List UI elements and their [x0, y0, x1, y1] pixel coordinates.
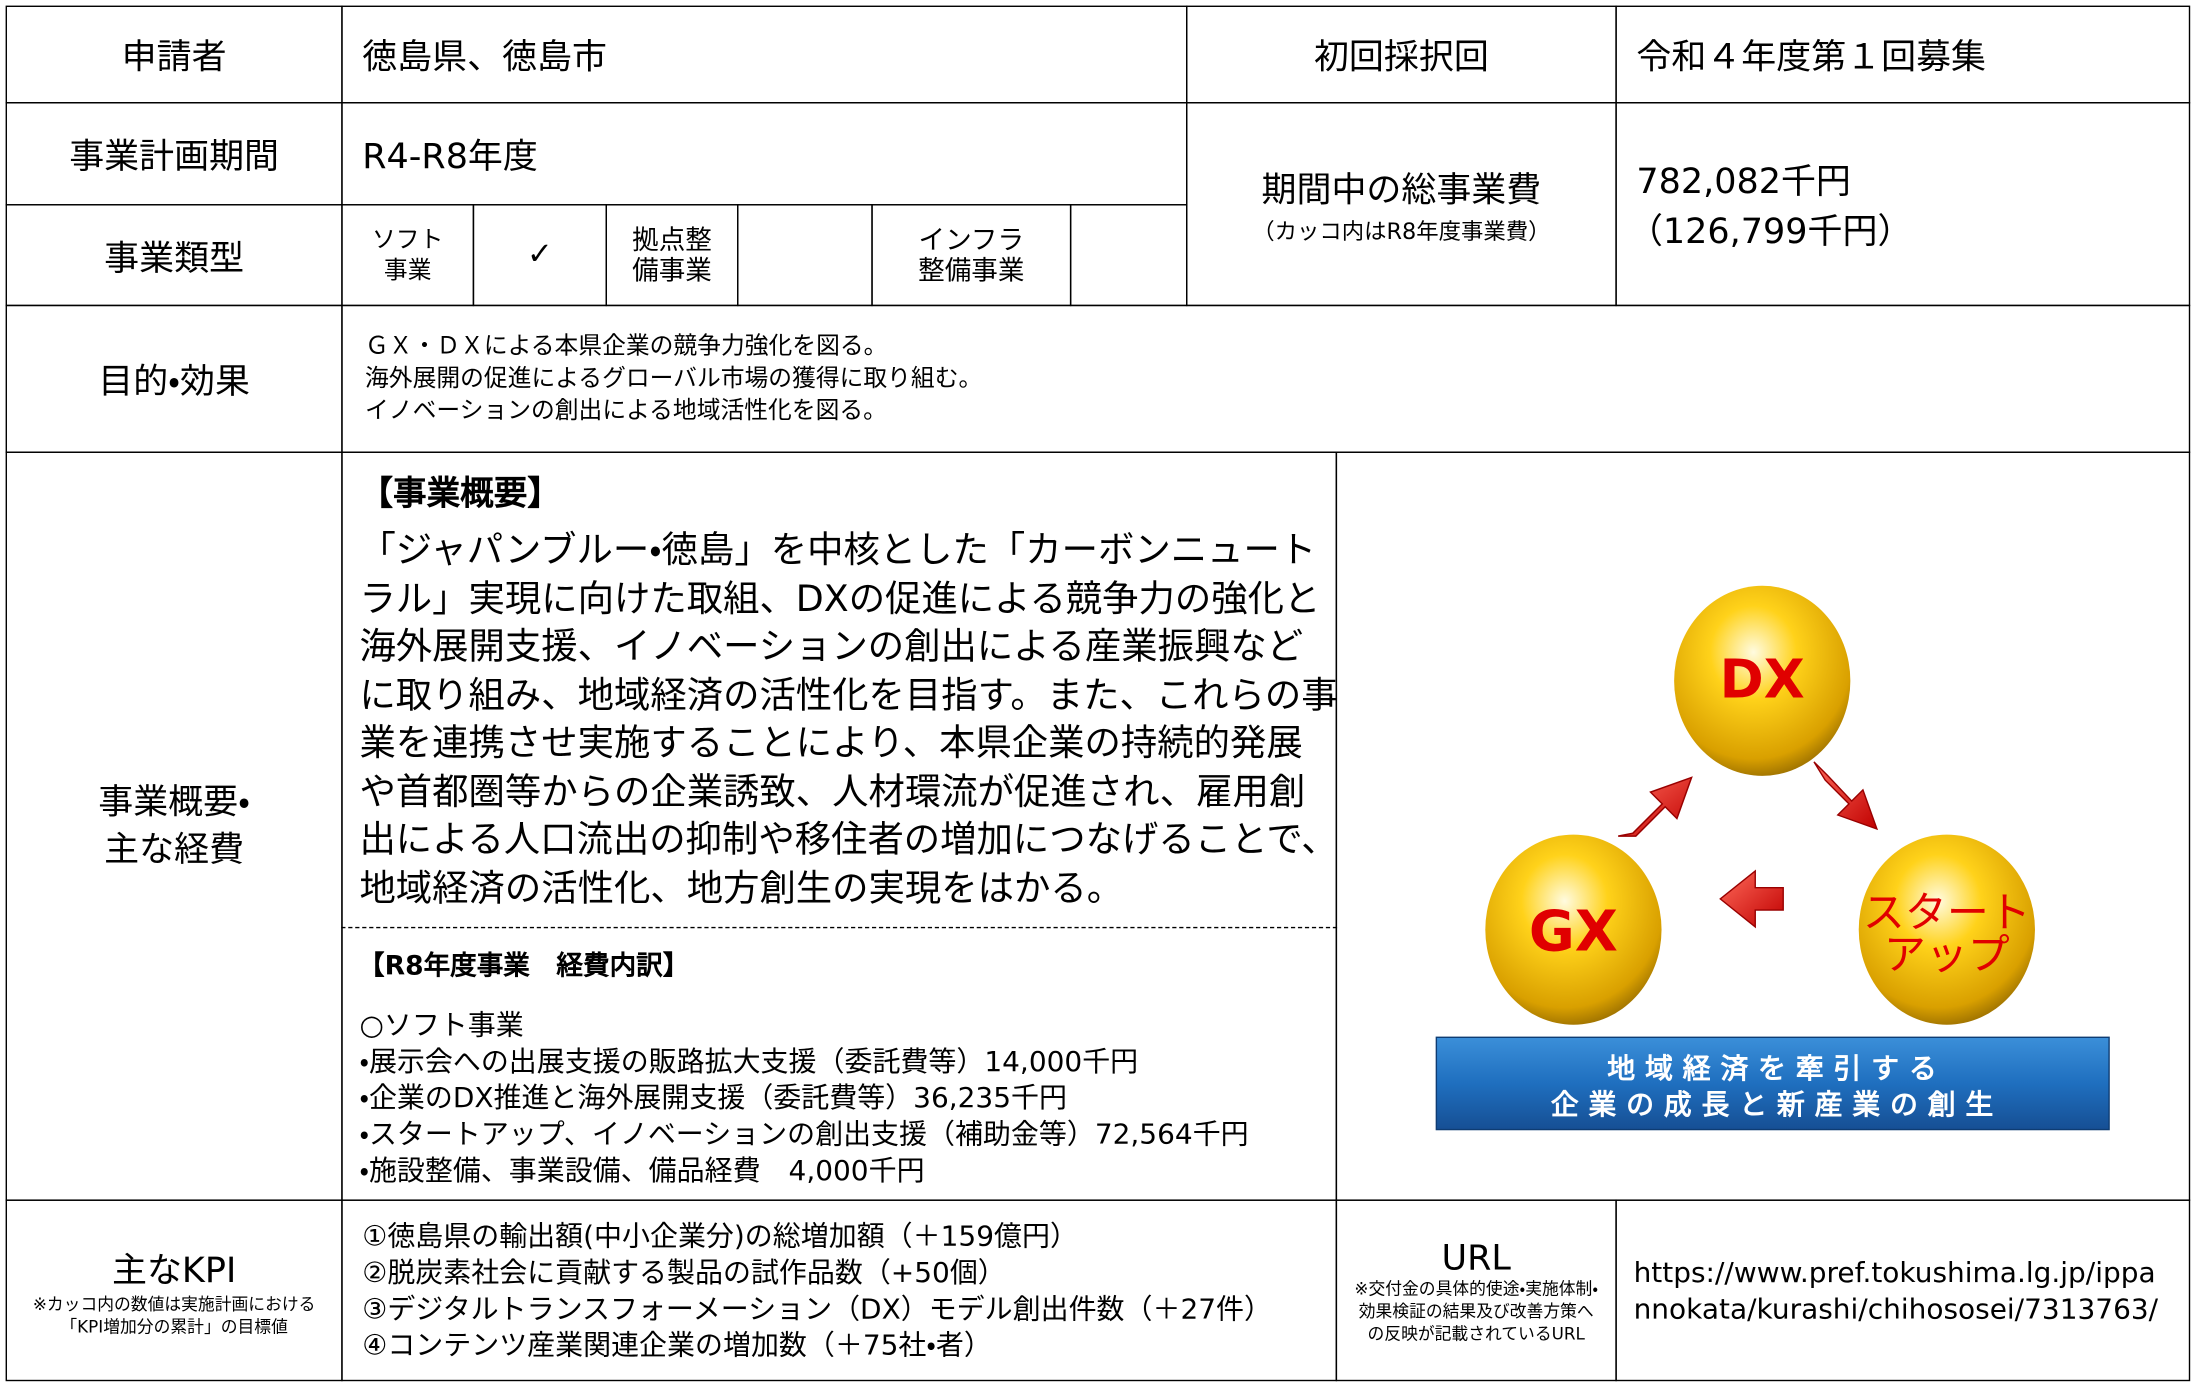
- label: 事業類型: [5, 204, 343, 307]
- line: ＧＸ・ＤＸによる本県企業の競争力強化を図る。: [365, 332, 888, 360]
- item: ②脱炭素社会に貢献する製品の試作品数（+50個）: [362, 1255, 1006, 1289]
- line: ・企業のDX推進と海外展開支援（委託費等）36,235千円: [359, 1080, 1067, 1115]
- item: ④コンテンツ産業関連企業の増加数（＋75社・者）: [362, 1328, 992, 1362]
- label: 期間中の総事業費: [1261, 169, 1542, 210]
- label-cell: 主なKPI ※カッコ内の数値は実施計画における「KPI増加分の累計」の目標値: [5, 1199, 343, 1382]
- heading: 【R8年度事業 経費内訳】: [358, 950, 690, 982]
- arrows: [1618, 761, 1879, 929]
- item: ①徳島県の輸出額(中小企業分)の総増加額（＋159億円）: [362, 1219, 1078, 1253]
- node-label: GX: [1529, 900, 1618, 965]
- node-label-line: スタート: [1863, 888, 2031, 937]
- url-value: https://www.pref.tokushima.lg.jp/ippanno…: [1615, 1199, 2191, 1382]
- purpose-cell: ＧＸ・ＤＸによる本県企業の競争力強化を図る。 海外展開の促進によるグローバル市場…: [341, 304, 2191, 453]
- option: 拠点整 備事業: [605, 204, 739, 307]
- label: URL: [1441, 1236, 1511, 1278]
- banner: [1435, 1036, 2110, 1131]
- banner-text: 企 業 の 成 長 と 新 産 業 の 創 生: [1551, 1088, 1994, 1121]
- sphere: [1858, 834, 2035, 1025]
- check: ✓: [472, 204, 607, 307]
- cost-list: ○ソフト事業 ・展示会への出展支援の販路拡大支援（委託費等）14,000千円 ・…: [359, 1007, 1248, 1189]
- note: （カッコ内はR8年度事業費）: [1252, 218, 1551, 245]
- option: ソフト 事業: [341, 204, 475, 307]
- line: ○ソフト事業: [359, 1007, 524, 1042]
- label: 初回採択回: [1186, 5, 1617, 104]
- value-cell: 782,082千円 （126,799千円）: [1615, 102, 2191, 307]
- option: インフラ 整備事業: [871, 204, 1072, 307]
- heading: 【事業概要】: [359, 473, 561, 514]
- line: ・施設整備、事業設備、備品経費 4,000千円: [359, 1153, 925, 1187]
- line: ・スタートアップ、イノベーションの創出支援（補助金等）72,564千円: [359, 1116, 1249, 1151]
- node-label: DX: [1720, 649, 1805, 711]
- banner-text: 地 域 経 済 を 牽 引 す る: [1607, 1052, 1937, 1085]
- label: 事業概要・ 主な経費: [5, 451, 343, 1201]
- label: 申請者: [5, 5, 343, 104]
- label-cell: 期間中の総事業費 （カッコ内はR8年度事業費）: [1186, 102, 1617, 307]
- label: 目的・効果: [5, 304, 343, 453]
- note: ※カッコ内の数値は実施計画における「KPI増加分の累計」の目標値: [32, 1294, 316, 1337]
- divider: [341, 926, 1338, 929]
- line: 海外展開の促進によるグローバル市場の獲得に取り組む。: [365, 364, 983, 393]
- node-label: スタートアップ: [1863, 888, 2031, 979]
- item: ③デジタルトランスフォーメーション（DX）モデル創出件数（＋27件）: [362, 1291, 1273, 1326]
- check: [1069, 204, 1188, 307]
- value: 徳島県、徳島市: [341, 5, 1188, 104]
- line: イノベーションの創出による地域活性化を図る。: [365, 396, 887, 425]
- value: 782,082千円: [1636, 160, 1851, 202]
- diagram: DX GX スタートアップ 地 域 経 済 を 牽 引 す る 企 業 の 成 …: [1435, 585, 2110, 1131]
- value: 令和４年度第１回募集: [1615, 5, 2191, 104]
- kpi-list: ①徳島県の輸出額(中小企業分)の総増加額（＋159億円） ②脱炭素社会に貢献する…: [341, 1199, 1338, 1382]
- value: R4-R8年度: [341, 102, 1188, 206]
- body-text: 「ジャパンブルー・徳島」を中核とした「カーボンニュートラル」実現に向けた取組、D…: [359, 529, 1338, 910]
- sub-value: （126,799千円）: [1627, 211, 1913, 252]
- line: ・展示会への出展支援の販路拡大支援（委託費等）14,000千円: [359, 1044, 1139, 1078]
- node-label-line: アップ: [1884, 930, 2010, 979]
- note: ※交付金の具体的使途・実施体制・効果検証の結果及び改善方策への反映が記載されてい…: [1354, 1278, 1599, 1343]
- label-cell: URL ※交付金の具体的使途・実施体制・効果検証の結果及び改善方策への反映が記載…: [1335, 1199, 1617, 1382]
- check: [737, 204, 873, 307]
- sphere: [1674, 585, 1851, 776]
- label: 主なKPI: [111, 1249, 237, 1291]
- label: 事業計画期間: [5, 102, 343, 206]
- sphere: [1485, 834, 1662, 1025]
